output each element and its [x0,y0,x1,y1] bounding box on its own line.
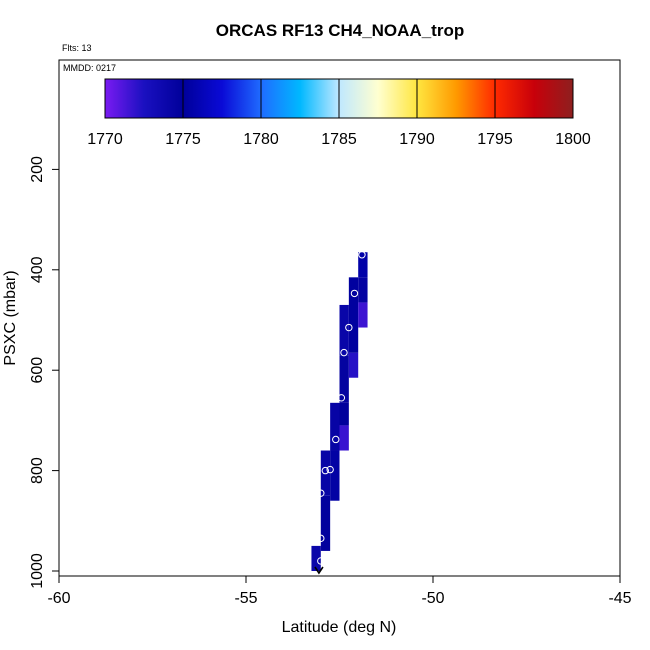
x-tick-label: -60 [47,590,70,607]
data-point [340,348,348,357]
plot-frame [58,59,621,577]
data-cell [358,277,368,303]
chart-title: ORCAS RF13 CH4_NOAA_trop [216,21,464,40]
colorbar-tick-label: 1785 [321,131,357,148]
axes: -60 -55 -50 -45 200 400 600 800 1000 [29,156,632,607]
y-axis-label: PSXC (mbar) [2,270,19,365]
x-axis-label: Latitude (deg N) [282,619,397,636]
x-tick-label: -50 [421,590,444,607]
y-tick-label: 200 [29,156,46,183]
colorbar-tick-label: 1775 [165,131,201,148]
data-points [314,251,366,575]
data-point [332,435,340,444]
y-tick-label: 1000 [29,553,46,589]
data-point [317,557,325,565]
x-tick-label: -55 [234,590,257,607]
data-cell [339,425,349,451]
colorbar-tick-label: 1795 [477,131,513,148]
data-cell [339,355,349,403]
data-point [350,289,359,298]
data-cell [358,252,368,278]
flights-label: Flts: 13 [62,43,92,53]
y-tick-label: 800 [29,457,46,484]
data-point [321,466,329,475]
data-cell [320,495,331,551]
data-cell [348,277,359,353]
data-cell [358,302,368,328]
mmdd-label: MMDD: 0217 [63,63,116,73]
data-cells [311,252,368,571]
start-marker [314,566,324,575]
data-cell [330,450,340,501]
data-cell [320,450,331,496]
data-point [326,465,334,474]
data-point [317,534,325,543]
x-tick-label: -45 [608,590,631,607]
data-cell [330,402,340,451]
data-cell [311,545,321,571]
colorbar-tick-label: 1780 [243,131,279,148]
colorbar-tick-label: 1770 [87,131,123,148]
data-point [317,489,325,497]
y-tick-label: 600 [29,357,46,384]
colorbar-tick-label: 1790 [399,131,435,148]
colorbar: 1770 1775 1780 1785 1790 1795 1800 [87,78,591,148]
data-cell [339,402,349,426]
data-point [345,323,353,332]
data-cell [348,352,359,378]
data-cell [339,304,349,356]
data-point [337,394,346,402]
colorbar-tick-label: 1800 [555,131,591,148]
y-tick-label: 400 [29,256,46,283]
data-point [358,251,366,259]
